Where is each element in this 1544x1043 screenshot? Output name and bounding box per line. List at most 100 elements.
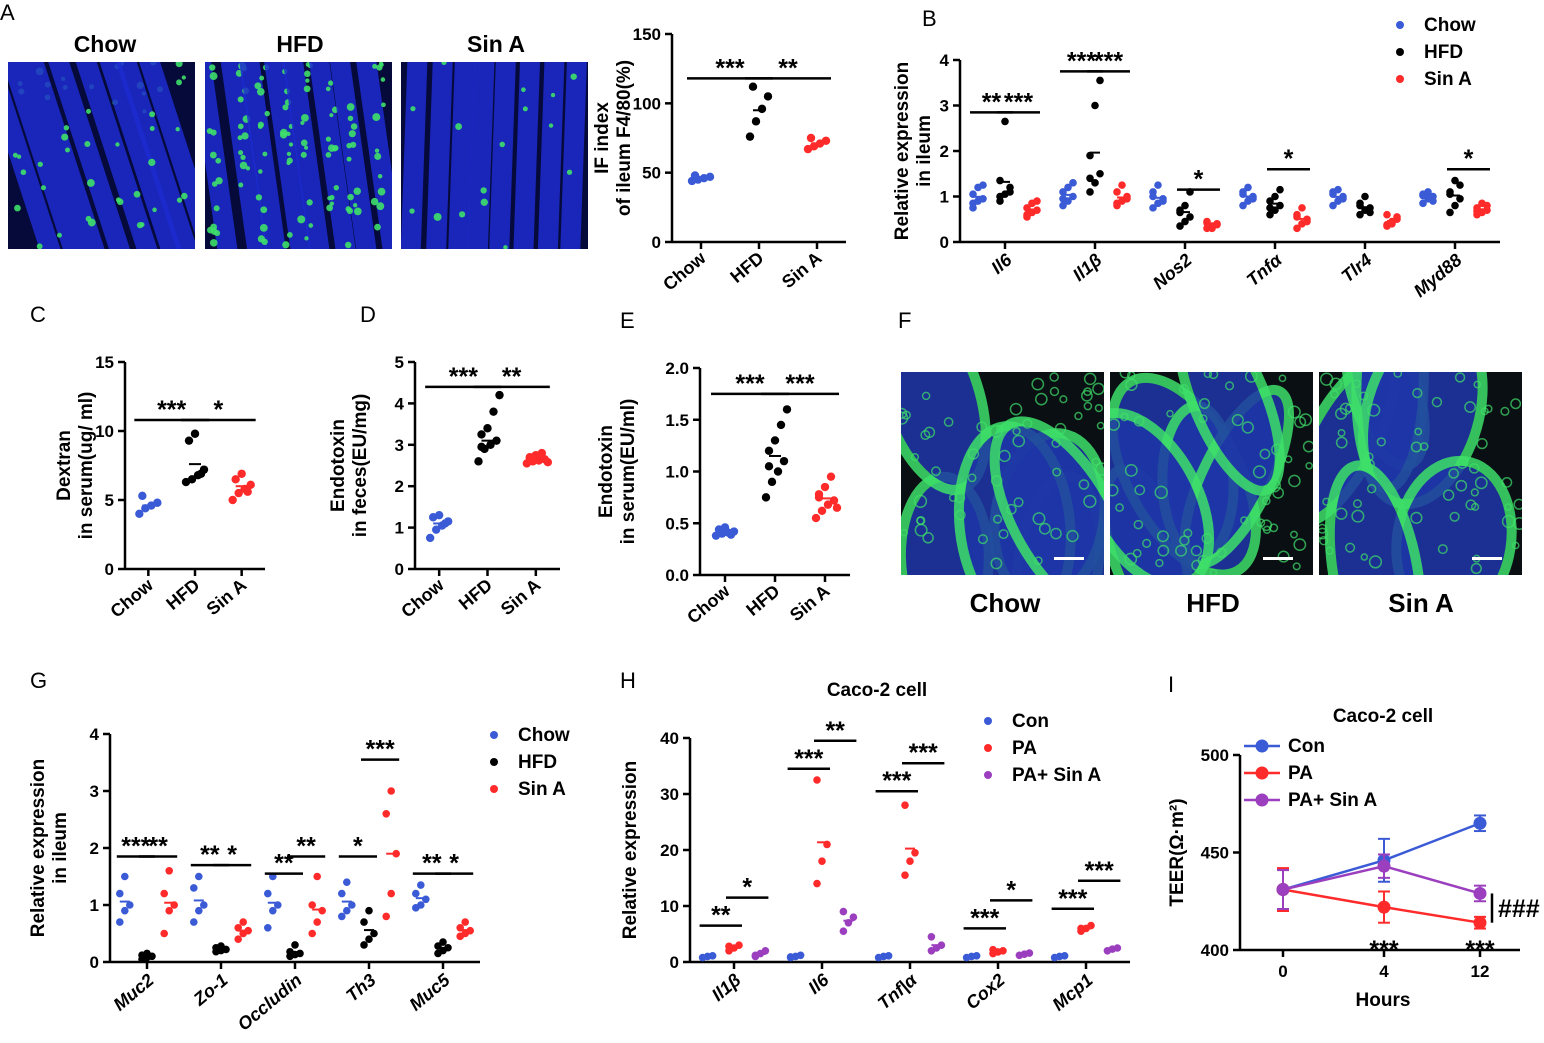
panel-letter-f: F: [898, 308, 911, 333]
chart-B-point: [1393, 213, 1401, 221]
chart-C-y-label: Dextran: [54, 430, 75, 501]
stain-spot: [329, 194, 335, 201]
chart-A-point: [806, 133, 816, 143]
cell-outline: [1124, 552, 1138, 566]
chart-G-legend-marker: [490, 731, 498, 739]
chart-I-y-tick-label: 400: [1201, 941, 1229, 960]
cell-outline: [1302, 440, 1313, 453]
chart-G-point: [318, 906, 327, 915]
villus: [447, 62, 476, 249]
chart-I-x-tick-label: 0: [1278, 962, 1287, 981]
chart-B-point: [1149, 192, 1157, 201]
stain-spot: [209, 151, 217, 159]
chart-B-point: [1383, 220, 1391, 229]
stain-spot: [372, 113, 381, 122]
cell-outline: [943, 417, 954, 427]
chart-G-point: [338, 912, 346, 921]
stain-spot: [566, 169, 573, 175]
chart-H-point: [751, 951, 760, 960]
stain-spot: [264, 110, 270, 117]
cell-outline: [1442, 489, 1455, 501]
villus: [425, 62, 454, 249]
chart-G-point: [365, 906, 373, 915]
chart-I-x-tick-label: 12: [1471, 962, 1490, 981]
cell-outline: [1142, 538, 1152, 548]
chart-B-point: [1154, 181, 1162, 189]
stain-spot: [40, 185, 47, 191]
chart-D-point: [492, 436, 501, 445]
chart-B-legend-label: Chow: [1424, 15, 1476, 36]
stain-spot: [257, 121, 265, 128]
cell-outline: [1454, 372, 1466, 383]
chart-G-point: [269, 906, 277, 915]
chart-G-point: [190, 884, 198, 892]
cell-outline: [954, 509, 966, 521]
cell-outline: [1322, 497, 1331, 506]
chart-I-y-tick-label: 450: [1201, 844, 1229, 863]
chart-I-annotation: ***: [1465, 936, 1494, 964]
stain-spot: [377, 187, 386, 196]
chart-B-point: [1266, 210, 1274, 219]
cell-outline: [1288, 474, 1301, 488]
chart-G-point: [190, 918, 198, 926]
cell-outline: [1512, 516, 1522, 530]
cell-outline: [1319, 523, 1328, 534]
stain-spot: [181, 192, 188, 200]
chart-E-point: [782, 405, 792, 414]
cell-outline: [1410, 511, 1423, 524]
chart-G-x-tick-label: Zo-1: [189, 970, 232, 1010]
cell-outline: [1363, 458, 1375, 471]
chart-E-point: [814, 493, 824, 502]
chart-B-point: [969, 199, 977, 208]
chart-B-point: [1069, 179, 1077, 187]
stain-spot: [86, 108, 91, 114]
stain-spot: [206, 128, 213, 134]
cell-outline: [1078, 479, 1090, 490]
micrograph-a-2: [401, 62, 588, 249]
cell-outline: [1359, 391, 1369, 401]
chart-H-point: [849, 913, 858, 921]
cell-outline: [1267, 479, 1281, 493]
cell-outline: [1034, 556, 1043, 565]
cell-outline: [1244, 372, 1258, 383]
chart-E-y-label: Endotoxin: [596, 425, 617, 518]
chart-E-point: [832, 503, 842, 512]
cell-outline: [1419, 442, 1429, 451]
cell-outline: [930, 466, 941, 477]
stain-spot: [480, 187, 487, 194]
chart-D-x-tick-label: Sin A: [497, 575, 545, 619]
cell-outline: [1216, 547, 1227, 558]
chart-G-sig-label: ***: [366, 736, 395, 764]
chart-A-x-tick-label: Sin A: [778, 248, 826, 292]
cell-outline: [1119, 372, 1131, 379]
panel-letter-a: A: [0, 0, 15, 25]
chart-G-y-label: Relative expression: [28, 759, 49, 937]
chart-G-point: [412, 889, 420, 898]
chart-G-point: [387, 787, 396, 795]
stain-spot: [348, 130, 356, 138]
chart-C-point: [153, 498, 162, 507]
stain-spot: [329, 201, 335, 206]
chart-G-point: [308, 929, 317, 938]
stain-spot: [325, 136, 332, 142]
cell-outline: [1456, 456, 1469, 469]
cell-outline: [1339, 402, 1352, 415]
chart-G-point: [165, 906, 173, 915]
chart-B-x-tick-label: Myd88: [1410, 250, 1466, 301]
cell-outline: [1284, 455, 1293, 464]
stain-spot: [237, 135, 243, 141]
chart-B-y-label: in ileum: [914, 115, 935, 187]
stain-spot: [258, 169, 263, 174]
cell-outline: [1470, 488, 1479, 497]
stain-spot: [458, 211, 466, 218]
chart-B-point: [1113, 188, 1121, 196]
chart-I-title: Caco-2 cell: [1333, 706, 1433, 727]
cell-outline: [1132, 548, 1142, 558]
cell-outline: [1125, 378, 1138, 392]
chart-G-point: [417, 881, 425, 889]
stain-spot: [65, 147, 70, 153]
chart-B-point: [1446, 208, 1454, 217]
micrograph-f-0: [901, 372, 1104, 575]
cell-outline: [1209, 568, 1218, 575]
stain-spot: [550, 92, 556, 98]
